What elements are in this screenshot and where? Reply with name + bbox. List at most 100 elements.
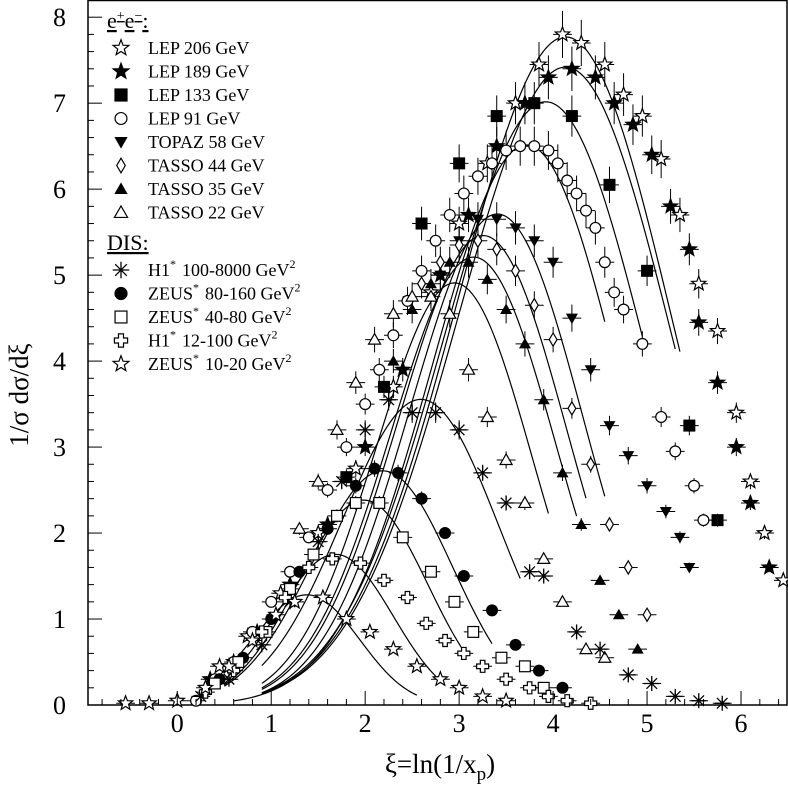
data-point bbox=[404, 405, 420, 421]
data-point bbox=[567, 400, 577, 417]
data-point bbox=[367, 332, 382, 345]
data-point bbox=[643, 145, 661, 163]
data-point bbox=[510, 263, 521, 279]
data-point bbox=[307, 548, 320, 561]
axes: 0 1 2 3 4 5 6 0 1 2 3 4 5 6 7 8 bbox=[53, 0, 780, 738]
legend-marker bbox=[114, 111, 128, 126]
x-axis-label: ξ=ln(1/xp) bbox=[385, 749, 495, 785]
legend-group-title: DIS: bbox=[107, 230, 149, 255]
data-point bbox=[490, 214, 503, 226]
data-point bbox=[659, 507, 672, 518]
data-point bbox=[622, 451, 635, 462]
data-point bbox=[243, 631, 262, 648]
legend-label: H1* 12-100 GeV2 bbox=[148, 328, 277, 351]
asterisk-stroke bbox=[622, 669, 635, 681]
data-point bbox=[560, 694, 574, 708]
data-point bbox=[254, 637, 270, 653]
data-point bbox=[727, 437, 746, 455]
data-point bbox=[617, 303, 630, 316]
data-point bbox=[386, 306, 401, 319]
data-point bbox=[284, 582, 297, 595]
asterisk-stroke bbox=[453, 424, 465, 436]
fit-curve bbox=[261, 282, 549, 684]
data-point bbox=[337, 609, 356, 627]
asterisk-stroke bbox=[476, 467, 489, 479]
data-point bbox=[644, 676, 660, 692]
data-point bbox=[500, 303, 513, 315]
asterisk-stroke bbox=[335, 475, 348, 488]
data-point bbox=[330, 509, 343, 522]
x-tick-label: 6 bbox=[735, 709, 748, 738]
data-point bbox=[348, 375, 363, 388]
asterisk-stroke bbox=[692, 694, 705, 707]
data-point bbox=[406, 303, 419, 315]
data-point bbox=[555, 594, 570, 607]
data-point bbox=[434, 270, 447, 282]
y-tick-label: 4 bbox=[53, 347, 66, 376]
legend-label: TASSO 22 GeV bbox=[148, 203, 265, 223]
data-point bbox=[454, 237, 464, 253]
data-point bbox=[392, 466, 405, 479]
data-point bbox=[232, 656, 245, 669]
data-point bbox=[311, 474, 326, 487]
data-point bbox=[556, 466, 569, 478]
data-point bbox=[361, 622, 379, 640]
asterisk-stroke bbox=[537, 570, 550, 582]
data-point bbox=[428, 405, 444, 421]
asterisk-stroke bbox=[570, 626, 583, 638]
data-point bbox=[442, 306, 457, 319]
data-point bbox=[539, 68, 558, 85]
legend-group-title: e+e−: bbox=[107, 8, 148, 33]
data-point bbox=[490, 110, 503, 123]
data-point bbox=[608, 286, 621, 299]
data-point bbox=[570, 187, 583, 200]
data-point bbox=[471, 214, 484, 226]
data-point bbox=[604, 516, 615, 533]
data-point bbox=[357, 422, 373, 438]
data-point bbox=[563, 59, 581, 77]
data-point bbox=[400, 590, 415, 605]
legend-marker bbox=[113, 333, 129, 348]
data-point bbox=[467, 625, 480, 638]
data-point bbox=[329, 422, 345, 435]
data-point bbox=[459, 205, 478, 223]
data-point bbox=[473, 232, 483, 249]
data-point bbox=[408, 657, 426, 674]
data-point bbox=[431, 669, 450, 687]
data-point bbox=[285, 592, 304, 610]
data-point bbox=[523, 681, 537, 695]
data-point bbox=[565, 313, 578, 325]
data-point bbox=[480, 409, 495, 423]
data-point bbox=[321, 522, 334, 535]
data-point bbox=[594, 574, 607, 585]
data-point bbox=[457, 187, 470, 200]
fit-curve bbox=[261, 234, 587, 690]
y-tick-label: 6 bbox=[53, 175, 66, 204]
data-point bbox=[457, 570, 470, 583]
data-point bbox=[569, 624, 585, 640]
data-point bbox=[537, 681, 550, 694]
data-point bbox=[492, 241, 502, 258]
data-point bbox=[443, 208, 456, 221]
data-point bbox=[548, 331, 558, 348]
data-point bbox=[533, 664, 546, 677]
data-point bbox=[116, 694, 135, 711]
fit-curve bbox=[205, 594, 418, 696]
data-point bbox=[278, 590, 292, 605]
data-point bbox=[416, 275, 427, 292]
data-point bbox=[741, 472, 760, 489]
data-point bbox=[536, 551, 551, 564]
data-point bbox=[528, 97, 541, 110]
data-point bbox=[415, 264, 428, 277]
data-point bbox=[597, 650, 612, 663]
data-markers bbox=[116, 25, 788, 711]
data-point bbox=[689, 313, 708, 330]
legend-label: ZEUS* 40-80 GeV2 bbox=[148, 304, 291, 327]
legend-marker bbox=[114, 182, 128, 194]
data-point bbox=[536, 568, 552, 584]
data-point bbox=[448, 595, 461, 608]
y-tick-label: 7 bbox=[53, 89, 66, 118]
data-point bbox=[741, 493, 760, 511]
data-point bbox=[623, 559, 633, 576]
legend-marker bbox=[111, 38, 131, 57]
